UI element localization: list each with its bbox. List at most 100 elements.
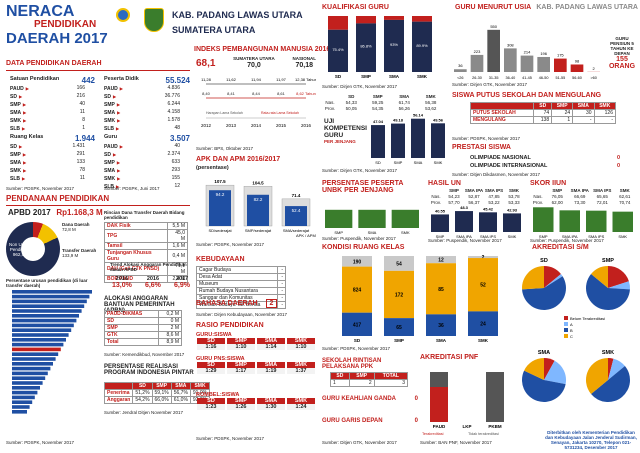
stat-label: SLB ▶ [10, 176, 26, 182]
rasio-cell: 1:17 [227, 368, 255, 374]
prestasi-rows: OLIMPIADE NASIONAL 0 OLIMPIADE INTERNASION… [470, 154, 620, 170]
rasio-cell: SMP [227, 398, 255, 404]
uji-table: SD SMP SMA SMK Nas. 54,33 59,25 61,74 56,38 Prov.… [322, 94, 444, 112]
stat-row: SD ▶ 216 [10, 93, 95, 101]
table-row: Prov. 62,00 73,30 72,01 70,74 [530, 200, 636, 206]
kondisi-value: 824 [353, 288, 362, 294]
value-bar [411, 118, 425, 158]
kualifikasi-label: 93% [390, 42, 398, 47]
stat-value: 40 [174, 143, 180, 149]
stat-label: SMP ▶ [10, 102, 26, 108]
category-label: SMK [508, 234, 517, 239]
table-cell: TPG [104, 229, 168, 243]
kebudayaan-title: KEBUDAYAAN [196, 256, 245, 263]
usia-value: 175 [557, 53, 564, 58]
rasio-cell: 1:29 [197, 368, 225, 374]
table-cell: - [276, 266, 287, 274]
table-cell: - [593, 116, 617, 124]
rata-label: 8,61 [277, 91, 286, 96]
category-label: SMK [618, 234, 627, 239]
table-cell: 1 [551, 116, 574, 124]
value-bar [358, 209, 386, 228]
bahasa: BAHASA DAERAH 2 [196, 299, 278, 308]
rasio-cell: 1:14 [257, 344, 285, 350]
table-row: Museum - [196, 280, 287, 288]
rasio-cell: 1:19 [257, 368, 285, 374]
year-label: 2013 [226, 123, 237, 128]
table-header: SMP [151, 382, 172, 390]
stat-row: SMK ▶ 78 [10, 167, 95, 175]
usia-category: 26-30 [472, 76, 482, 80]
usia-category: 31-35 [489, 76, 499, 80]
putus-title: SISWA PUTUS SEKOLAH DAN MENGULANG [452, 92, 602, 99]
value-bar [479, 212, 497, 232]
table-cell: Anggaran [103, 396, 134, 404]
prestasi-label: OLIMPIADE INTERNASIONAL [470, 163, 548, 169]
hasil-un-table: SMP SMA IPA SMA IPS SMK Nas. 54,23 52,87 47,85 5… [428, 188, 524, 206]
region-title: KAB. PADANG LAWAS UTARA SUMATERA UTARA [172, 10, 303, 35]
value-bar [612, 211, 633, 232]
ipm-values: 68,1 SUMATERA UTARA 70,0 NASIONAL 70,18 [196, 56, 316, 69]
stat-value: 78 [79, 167, 85, 173]
rasio-cell: 1:16 [197, 344, 225, 350]
rasio-cell: SMK [287, 398, 315, 404]
arrow-icon: ▶ [119, 144, 123, 149]
rasio-title: RASIO PENDIDIKAN [196, 322, 264, 329]
kondisi-value: 52 [480, 283, 486, 289]
table-header: SMK [189, 382, 211, 390]
table-cell: Nas. [431, 194, 441, 199]
prestasi-value: 0 [616, 163, 620, 169]
table-cell: 53,62 [425, 106, 437, 111]
unbk-title: PERSENTASE PESERTA UNBK PER JENJANG [322, 180, 404, 194]
kondisi-value: 2 [482, 255, 485, 261]
table-header: SMA [170, 382, 191, 390]
value-label: 49.18 [393, 118, 404, 123]
legend-label: APK / APM [296, 233, 316, 238]
arrow-icon: ▶ [25, 86, 29, 91]
stat-row: SMP ▶ 633 [104, 159, 190, 167]
category-label: SD [354, 338, 361, 343]
persen-bar [12, 290, 92, 294]
pie-slice [591, 365, 630, 402]
stat-row: SMK ▶ 8 [10, 117, 95, 125]
table-cell: SMP [552, 188, 563, 193]
ruang-kelas: Ruang Kelas 1.944 SD ▶ 1.431 SMP ▶ 291 SMA ▶ 133… [10, 134, 95, 183]
rasio-cell: 1:10 [227, 344, 255, 350]
table-row: Desa Adat - [196, 273, 287, 281]
arrow-icon: ▶ [22, 176, 26, 181]
uji-title: UJI KOMPETENSI GURU PER JENJANG [324, 118, 368, 144]
table-cell: SMK [425, 94, 436, 99]
rasio-cell: SD [197, 338, 225, 344]
pie-slice [544, 358, 555, 380]
prestasi-title: PRESTASI SISWA [452, 144, 511, 151]
group-label: SD/sederajat [208, 228, 232, 233]
table-cell: - [276, 287, 287, 295]
value-bar [586, 210, 607, 232]
stat-label: SMP ▶ [10, 152, 26, 158]
region-line1: KAB. PADANG LAWAS UTARA [172, 10, 303, 20]
table-row: Cagar Budaya - [196, 266, 287, 274]
stat-row: SD ▶ 36.776 [104, 93, 190, 101]
table-row: Nas. 76,05 66,69 65,65 62,61 [530, 194, 636, 200]
region-line2: SUMATERA UTARA [172, 25, 256, 35]
table-cell: 57,70 [448, 200, 460, 205]
stat-row: SD ▶ 1.431 [10, 143, 95, 151]
kondisi-title: KONDISI RUANG KELAS [322, 244, 405, 251]
value-bar [503, 213, 521, 232]
table-cell: 2,4 M [166, 275, 189, 283]
table-header: SMP SMA IPA SMA IPS SMK [428, 188, 524, 194]
source-text: Sumber: Puspendik, November 2017 [428, 238, 502, 243]
guru-usia-title-bar: GURU MENURUT USIA KAB. PADANG LAWAS UTAR… [452, 4, 638, 14]
persentase-bar-chart [12, 290, 92, 414]
stat-row: SMA ▶ 293 [104, 167, 190, 175]
value-bar [391, 209, 419, 228]
table-row: SMP 2 M [104, 324, 183, 332]
table-cell: - [276, 294, 287, 302]
trend-item: 2016 13,0% [112, 276, 132, 289]
table-cell: 51,2% [132, 389, 153, 397]
stat-label: SMP ▶ [104, 160, 120, 166]
harapan-label: 11,97 [276, 77, 286, 82]
table-header: SD SMP SMA SMK [322, 94, 444, 100]
pie-slice [524, 358, 544, 380]
